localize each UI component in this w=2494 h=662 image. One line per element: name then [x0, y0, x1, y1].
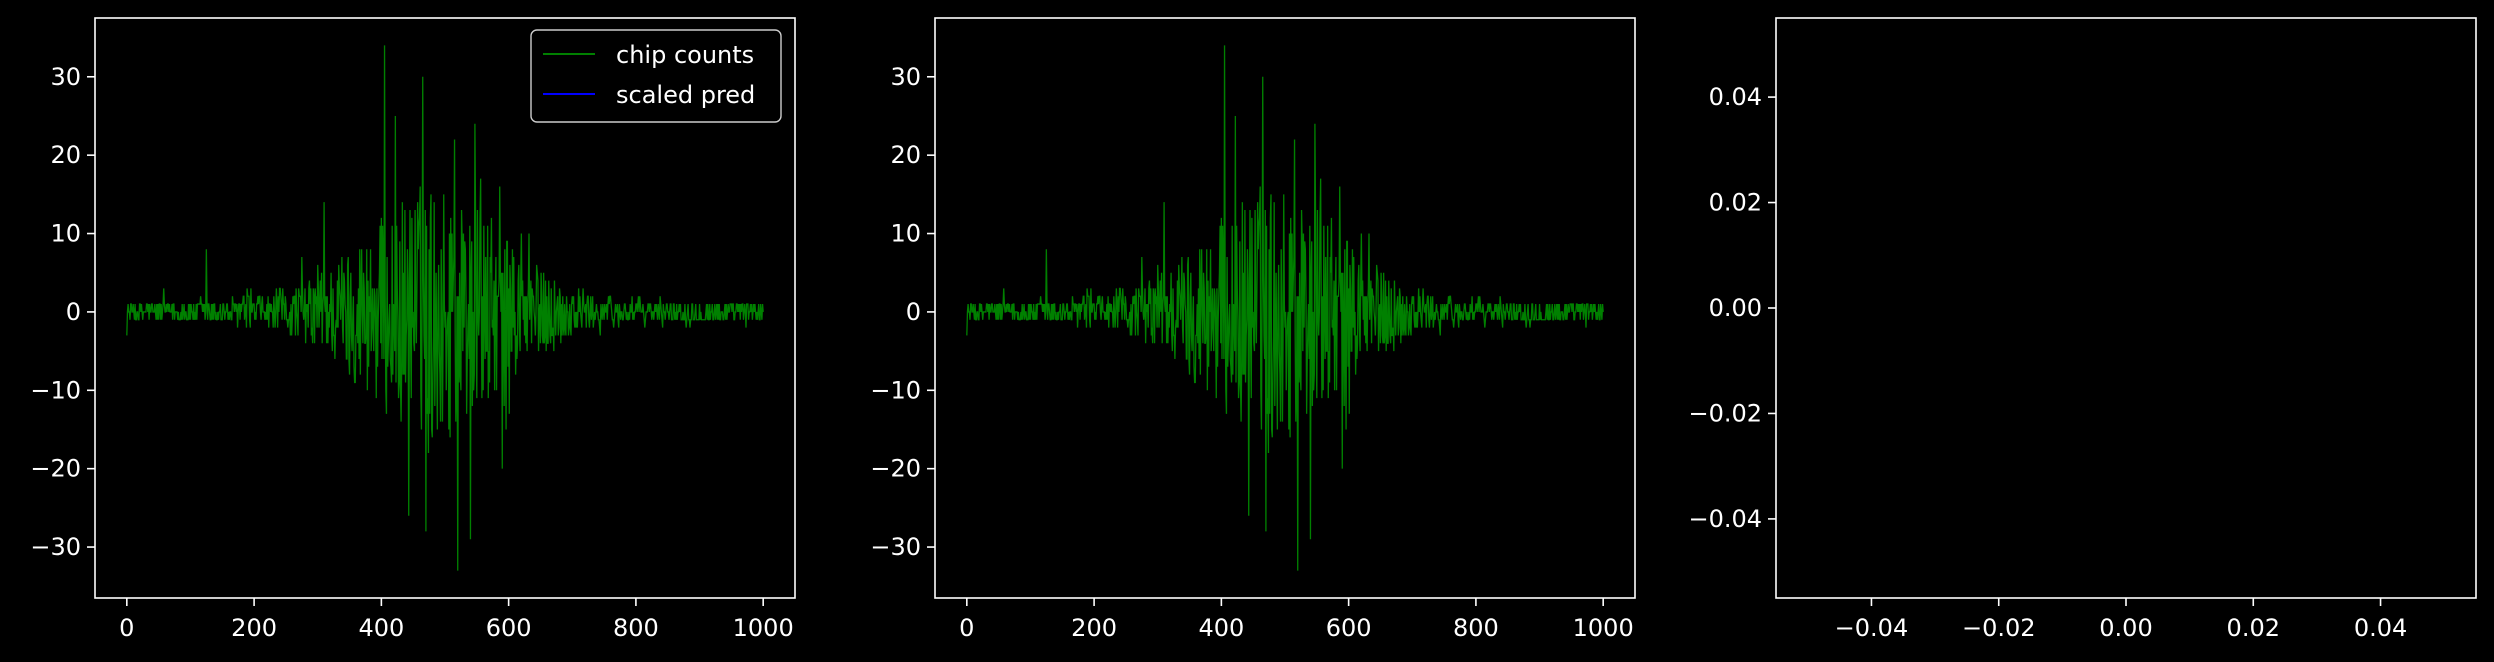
- middle-x-tick-label: 800: [1453, 614, 1499, 642]
- left-y-tick-label: −30: [30, 533, 81, 561]
- right-panel: −0.04 −0.02 0.00 0.02 0.04 −0.04 −0.02 0.00 0.0…: [1688, 17, 2477, 642]
- right-y-ticks: −0.04 −0.02 0.00 0.02 0.04: [1688, 83, 1776, 533]
- right-y-tick-label: 0.02: [1709, 189, 1762, 217]
- legend: chip counts scaled pred: [530, 29, 782, 123]
- middle-y-tick-label: 10: [890, 220, 921, 248]
- left-x-tick-label: 1000: [733, 614, 794, 642]
- right-y-tick-label: 0.00: [1709, 294, 1762, 322]
- middle-y-tick-label: 0: [906, 298, 921, 326]
- left-x-ticks: 0 200 400 600 800 1000: [119, 598, 794, 642]
- middle-panel: 0 200 400 600 800 1000 −30 −20 −10 0 10 20 30: [870, 17, 1636, 642]
- right-x-tick-label: 0.00: [2099, 614, 2152, 642]
- left-panel: 0 200 400 600 800 1000 −30 −20 −10 0 10 20 30 chip …: [30, 17, 796, 642]
- middle-x-tick-label: 0: [959, 614, 974, 642]
- middle-y-ticks: −30 −20 −10 0 10 20 30: [870, 63, 935, 561]
- left-x-tick-label: 0: [119, 614, 134, 642]
- left-y-tick-label: 20: [50, 141, 81, 169]
- middle-x-ticks: 0 200 400 600 800 1000: [959, 598, 1634, 642]
- left-y-tick-label: 30: [50, 63, 81, 91]
- legend-scaled-pred-label: scaled pred: [616, 81, 755, 109]
- middle-x-tick-label: 1000: [1573, 614, 1634, 642]
- middle-chip-counts-line: [966, 45, 1604, 571]
- left-series-layer: [126, 45, 764, 571]
- middle-y-tick-label: −10: [870, 376, 921, 404]
- right-y-tick-label: 0.04: [1709, 83, 1762, 111]
- left-y-tick-label: −10: [30, 376, 81, 404]
- middle-y-tick-label: −20: [870, 455, 921, 483]
- left-x-tick-label: 600: [486, 614, 532, 642]
- middle-x-tick-label: 200: [1071, 614, 1117, 642]
- right-y-tick-label: −0.02: [1688, 399, 1762, 427]
- middle-x-tick-label: 400: [1198, 614, 1244, 642]
- middle-y-tick-label: −30: [870, 533, 921, 561]
- right-x-ticks: −0.04 −0.02 0.00 0.02 0.04: [1835, 598, 2407, 642]
- left-x-tick-label: 400: [358, 614, 404, 642]
- middle-axes-frame: [934, 17, 1636, 599]
- legend-chip-counts-label: chip counts: [616, 41, 754, 69]
- left-chip-counts-line: [126, 45, 764, 571]
- left-axes-frame: [94, 17, 796, 599]
- left-x-tick-label: 200: [231, 614, 277, 642]
- middle-series-layer: [966, 45, 1604, 571]
- right-y-tick-label: −0.04: [1688, 505, 1762, 533]
- left-y-ticks: −30 −20 −10 0 10 20 30: [30, 63, 95, 561]
- left-x-tick-label: 800: [613, 614, 659, 642]
- left-y-tick-label: −20: [30, 455, 81, 483]
- right-x-tick-label: 0.04: [2354, 614, 2407, 642]
- middle-y-tick-label: 20: [890, 141, 921, 169]
- left-y-tick-label: 0: [66, 298, 81, 326]
- left-y-tick-label: 10: [50, 220, 81, 248]
- right-x-tick-label: −0.04: [1835, 614, 1909, 642]
- middle-y-tick-label: 30: [890, 63, 921, 91]
- right-x-tick-label: −0.02: [1962, 614, 2036, 642]
- middle-x-tick-label: 600: [1326, 614, 1372, 642]
- right-x-tick-label: 0.02: [2227, 614, 2280, 642]
